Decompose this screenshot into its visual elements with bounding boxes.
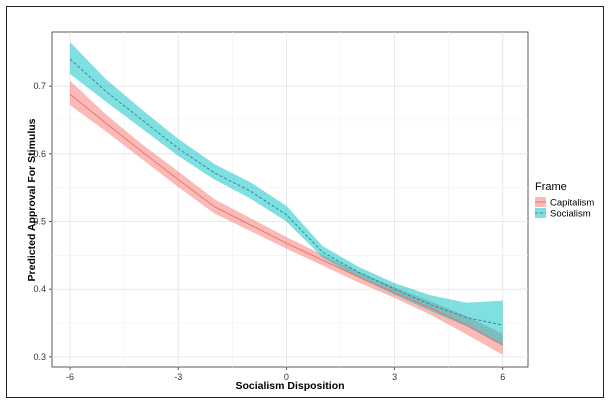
legend-title: Frame (535, 181, 567, 193)
x-tick-label: 0 (284, 372, 289, 382)
series-lines (69, 58, 503, 346)
y-tick-label: 0.4 (33, 284, 46, 294)
legend-label-socialism: Socialism (550, 209, 591, 220)
y-tick-label: 0.5 (33, 216, 46, 226)
x-tick-label: 3 (392, 372, 397, 382)
confidence-bands (70, 42, 503, 355)
x-axis: -6 -3 0 3 6 (66, 367, 505, 382)
y-tick-label: 0.3 (33, 352, 46, 362)
y-axis-title: Predicted Approval For Stimulus (26, 118, 38, 281)
x-tick-label: 6 (500, 372, 505, 382)
y-tick-label: 0.7 (33, 81, 46, 91)
confidence-band-socialism (70, 42, 503, 347)
x-tick-label: -6 (66, 372, 74, 382)
legend-label-capitalism: Capitalism (550, 198, 594, 209)
line-socialism (69, 58, 503, 326)
confidence-band-capitalism (70, 80, 503, 355)
y-tick-label: 0.6 (33, 149, 46, 159)
x-axis-title: Socialism Disposition (235, 380, 344, 392)
x-tick-label: -3 (174, 372, 182, 382)
line-capitalism (69, 93, 503, 346)
y-axis: 0.3 0.4 0.5 0.6 0.7 (33, 81, 52, 362)
